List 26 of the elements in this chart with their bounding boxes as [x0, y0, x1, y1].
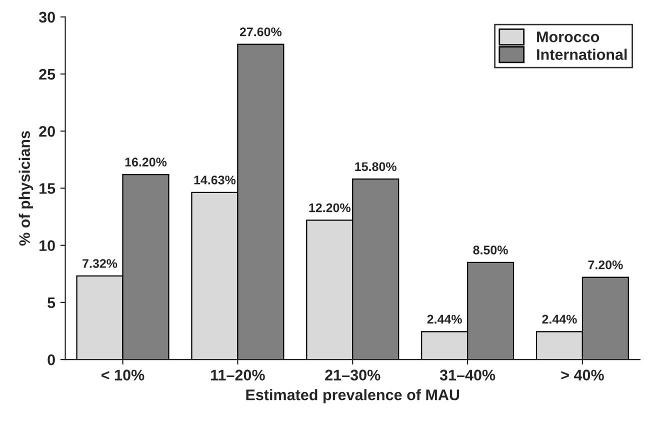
y-tick-label: 5	[48, 297, 56, 308]
y-tick-label: 25	[39, 68, 56, 80]
data-label: 27.60%	[240, 27, 282, 36]
y-tick-label: 0	[48, 354, 55, 366]
data-label: 15.80%	[355, 162, 396, 172]
x-tick-label: > 40%	[561, 370, 604, 380]
data-label: 12.20%	[309, 203, 351, 212]
data-label: 7.32%	[82, 259, 118, 268]
data-label: 2.44%	[427, 314, 462, 324]
data-label: 2.44%	[542, 314, 577, 324]
x-tick-label: 11–20%	[211, 370, 265, 380]
legend-label: Morocco	[537, 32, 600, 42]
y-tick-label: 10	[40, 240, 55, 252]
data-label: 16.20%	[125, 158, 167, 167]
data-label: 14.63%	[194, 176, 236, 184]
x-tick-label: 21–30%	[325, 370, 380, 381]
legend-label: International	[537, 48, 627, 60]
y-tick-label: 20	[39, 126, 55, 137]
y-tick-label: 30	[38, 12, 55, 23]
data-label: 7.20%	[588, 260, 623, 270]
y-axis-title: % of physicians	[18, 131, 34, 246]
x-axis-title: Estimated prevalence of MAU	[246, 389, 460, 404]
y-tick-label: 15	[40, 183, 56, 194]
x-tick-label: < 10%	[102, 370, 144, 380]
x-tick-label: 31–40%	[440, 370, 496, 381]
data-label: 8.50%	[473, 246, 508, 254]
